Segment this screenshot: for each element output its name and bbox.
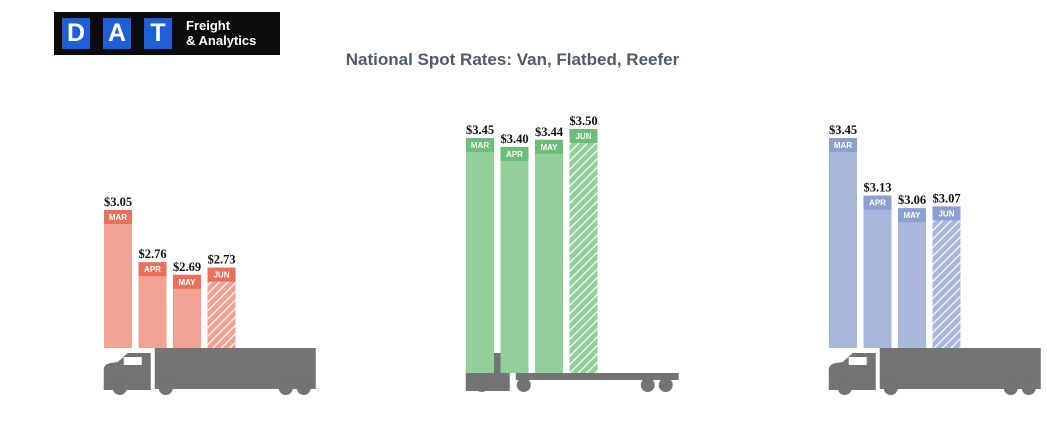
value-label: $3.40 (500, 132, 528, 146)
wheel (474, 378, 489, 392)
cab-window (123, 357, 142, 365)
value-label: $2.73 (207, 253, 235, 267)
month-band (173, 274, 201, 289)
value-label: $3.50 (569, 114, 597, 128)
bar-reefer-jun (932, 206, 961, 348)
wheel (158, 381, 173, 395)
logo-line-analytics: & Analytics (186, 33, 257, 48)
month-label: MAY (903, 211, 921, 220)
value-label: $3.45 (466, 123, 494, 137)
bar-flatbed-mar (466, 138, 494, 373)
month-band (829, 138, 857, 152)
bar-van-apr (138, 262, 167, 348)
bar-reefer-may (898, 208, 926, 348)
value-label: $3.05 (104, 195, 132, 209)
value-label: $3.13 (863, 181, 891, 195)
month-label: JUN (213, 271, 229, 280)
month-label: APR (506, 150, 523, 159)
logo-line-freight: Freight (186, 18, 231, 33)
truck-van (103, 348, 316, 395)
dat-logo: D A T Freight & Analytics (54, 12, 280, 55)
month-label: APR (144, 265, 161, 274)
month-band (500, 147, 529, 161)
month-label: MAR (471, 141, 489, 150)
value-label: $3.07 (932, 191, 960, 205)
trailer-box (879, 348, 1041, 389)
month-label: JUN (938, 209, 954, 218)
month-label: MAY (540, 143, 558, 152)
truck-reefer (828, 348, 1041, 395)
wheel (296, 381, 311, 395)
bar-van-mar (104, 210, 132, 348)
value-label: $3.44 (535, 125, 564, 139)
month-band (104, 210, 132, 224)
bar-flatbed-jun (569, 129, 598, 373)
month-band (535, 139, 563, 154)
bar-reefer-mar (829, 138, 857, 348)
wheel (640, 378, 655, 392)
value-label: $3.45 (829, 123, 857, 137)
month-label: JUN (575, 132, 591, 141)
trailer-box (154, 348, 316, 389)
logo-letter-t: T (144, 18, 172, 49)
month-band (569, 129, 598, 143)
wheel (278, 381, 293, 395)
month-label: MAY (178, 278, 196, 287)
month-label: MAR (834, 141, 852, 150)
month-band (932, 206, 961, 221)
wheel (516, 378, 531, 392)
month-label: APR (869, 199, 886, 208)
month-band (466, 138, 494, 152)
wheel (883, 381, 898, 395)
bar-reefer-apr (863, 195, 892, 348)
wheel (837, 381, 852, 395)
month-band (863, 195, 892, 210)
wheel (658, 378, 673, 392)
month-label: MAR (109, 213, 127, 222)
bar-flatbed-may (535, 139, 563, 373)
month-band (207, 267, 236, 282)
month-band (898, 208, 926, 223)
wheel (1021, 381, 1036, 395)
value-label: $2.76 (138, 247, 166, 261)
flatbed-deck (515, 373, 679, 380)
logo-letter-d: D (62, 18, 90, 49)
wheel (112, 381, 127, 395)
value-label: $2.69 (173, 260, 201, 274)
month-band (138, 262, 167, 277)
wheel (1003, 381, 1018, 395)
chart-title: National Spot Rates: Van, Flatbed, Reefe… (345, 50, 680, 69)
bar-flatbed-apr (500, 147, 529, 373)
cab-window (848, 357, 867, 365)
logo-letter-a: A (103, 18, 131, 49)
value-label: $3.06 (898, 193, 926, 207)
